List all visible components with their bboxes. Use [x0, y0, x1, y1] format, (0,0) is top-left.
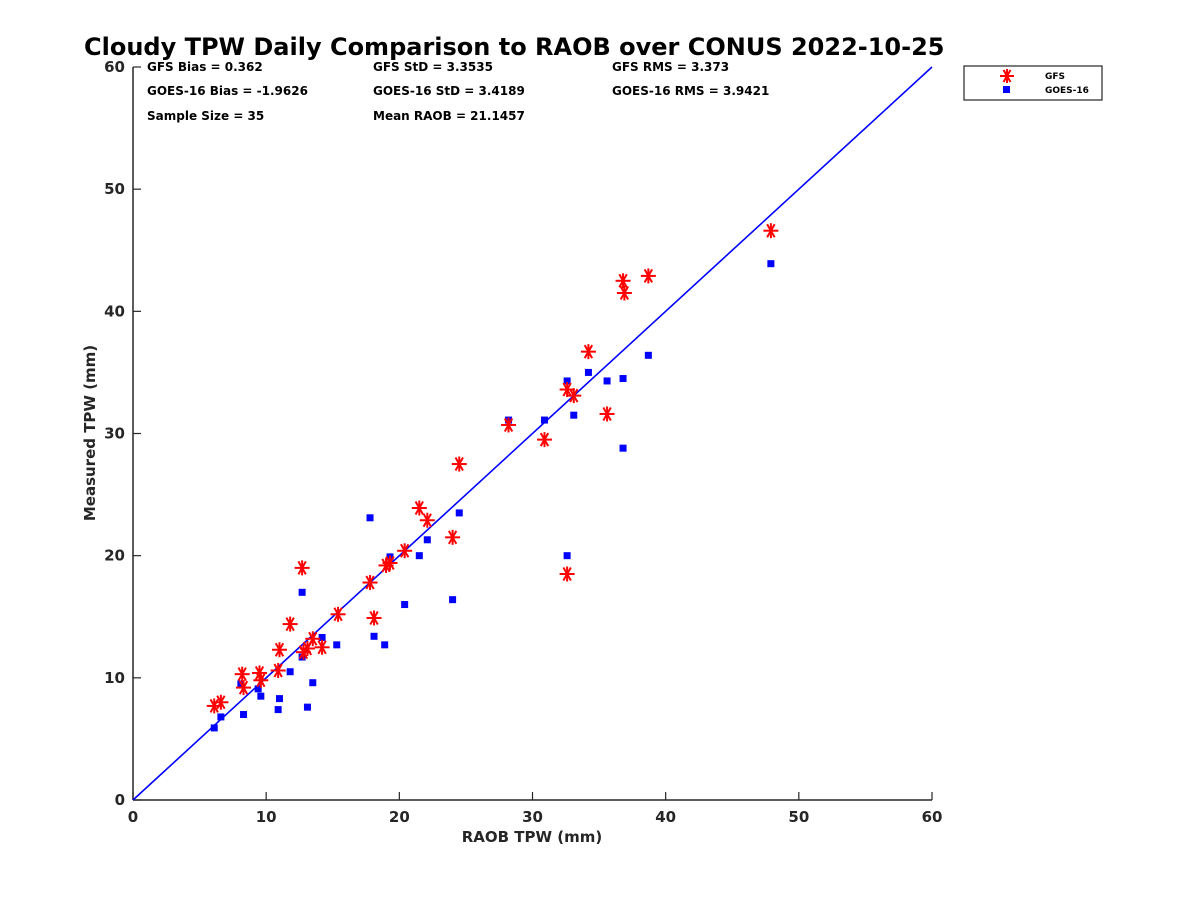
goes16-point: [240, 710, 248, 718]
gfs-point: [362, 575, 378, 591]
legend: GFS GOES-16: [963, 65, 1103, 101]
gfs-point: [271, 642, 287, 658]
x-axis-label: RAOB TPW (mm): [462, 828, 603, 846]
x-tick-label: 0: [128, 808, 138, 826]
legend-label-gfs: GFS: [1045, 72, 1065, 82]
x-tick-label: 40: [655, 808, 676, 826]
y-tick-label: 10: [104, 669, 125, 687]
goes16-point: [455, 509, 463, 517]
goes16-point: [603, 377, 611, 385]
x-tick-label: 50: [788, 808, 809, 826]
goes16-point: [449, 596, 457, 604]
goes16-point: [274, 706, 282, 714]
legend-goes-marker: [1003, 86, 1010, 93]
gfs-point: [763, 223, 779, 239]
legend-label-goes: GOES-16: [1045, 86, 1089, 96]
y-tick-label: 40: [104, 302, 125, 320]
legend-gfs-marker: [1000, 69, 1014, 83]
stat-gfs-std: GFS StD = 3.3535: [373, 60, 493, 74]
goes16-point: [619, 444, 627, 452]
gfs-point: [305, 631, 321, 647]
goes16-point: [298, 653, 306, 661]
stat-gfs-rms: GFS RMS = 3.373: [612, 60, 729, 74]
x-tick-label: 60: [922, 808, 943, 826]
y-tick-label: 60: [104, 58, 125, 76]
gfs-point: [282, 616, 298, 632]
legend-box: [963, 65, 1103, 101]
gfs-point: [270, 663, 286, 679]
gfs-point: [566, 388, 582, 404]
goes16-point: [584, 368, 592, 376]
gfs-point: [559, 566, 575, 582]
gfs-point: [382, 555, 398, 571]
stat-goes-std: GOES-16 StD = 3.4189: [373, 84, 525, 98]
goes16-point: [217, 713, 225, 721]
gfs-point: [411, 500, 427, 516]
goes16-point: [275, 695, 283, 703]
goes16-point: [370, 632, 378, 640]
legend-gfs-asterisk: [1000, 69, 1014, 83]
x-tick-label: 10: [256, 808, 277, 826]
y-tick-label: 0: [115, 791, 125, 809]
stat-gfs-bias: GFS Bias = 0.362: [147, 60, 263, 74]
data-points: [206, 223, 779, 732]
gfs-point: [253, 672, 269, 688]
goes16-point: [257, 692, 265, 700]
goes16-point: [563, 552, 571, 560]
stat-mean-raob: Mean RAOB = 21.1457: [373, 109, 525, 123]
gfs-point: [640, 268, 656, 284]
goes16-point: [210, 724, 218, 732]
goes16-point: [644, 351, 652, 359]
gfs-point: [580, 344, 596, 360]
gfs-point: [213, 694, 229, 710]
gfs-point: [419, 512, 435, 528]
goes16-point: [309, 679, 317, 687]
gfs-point: [294, 560, 310, 576]
goes16-point: [303, 703, 311, 711]
goes16-point: [563, 377, 571, 385]
gfs-point: [397, 543, 413, 559]
goes16-point: [333, 641, 341, 649]
gfs-point: [536, 432, 552, 448]
y-tick-label: 30: [104, 425, 125, 443]
goes16-point: [540, 416, 548, 424]
axis-ticks: 0 10 20 30 40 50 60 0 10 20 30 40 50 60: [104, 58, 942, 826]
gfs-point: [366, 610, 382, 626]
gfs-point: [599, 406, 615, 422]
gfs-point: [451, 456, 467, 472]
goes16-point: [318, 634, 326, 642]
stat-sample-size: Sample Size = 35: [147, 109, 264, 123]
y-axis-label: Measured TPW (mm): [81, 345, 99, 521]
goes16-point: [381, 641, 389, 649]
goes16-point: [767, 260, 775, 268]
gfs-point: [314, 639, 330, 655]
goes16-point: [619, 375, 627, 383]
goes16-point: [570, 411, 578, 419]
gfs-point: [501, 417, 517, 433]
goes16-point: [401, 601, 409, 609]
gfs-point: [236, 680, 252, 696]
y-tick-label: 20: [104, 547, 125, 565]
x-tick-label: 30: [522, 808, 543, 826]
goes16-point: [415, 552, 423, 560]
y-tick-label: 50: [104, 180, 125, 198]
chart-title: Cloudy TPW Daily Comparison to RAOB over…: [84, 33, 944, 61]
gfs-point: [234, 666, 250, 682]
stat-goes-bias: GOES-16 Bias = -1.9626: [147, 84, 308, 98]
gfs-point: [616, 285, 632, 301]
x-tick-label: 20: [389, 808, 410, 826]
goes16-point: [286, 668, 294, 676]
stat-goes-rms: GOES-16 RMS = 3.9421: [612, 84, 769, 98]
gfs-point: [330, 606, 346, 622]
goes16-point: [423, 536, 431, 544]
one-to-one-reference-line: [132, 66, 933, 801]
goes16-point: [366, 514, 374, 522]
goes16-point: [254, 685, 262, 693]
goes16-point: [298, 588, 306, 596]
gfs-point: [445, 529, 461, 545]
gfs-point: [615, 273, 631, 289]
gfs-point: [559, 382, 575, 398]
